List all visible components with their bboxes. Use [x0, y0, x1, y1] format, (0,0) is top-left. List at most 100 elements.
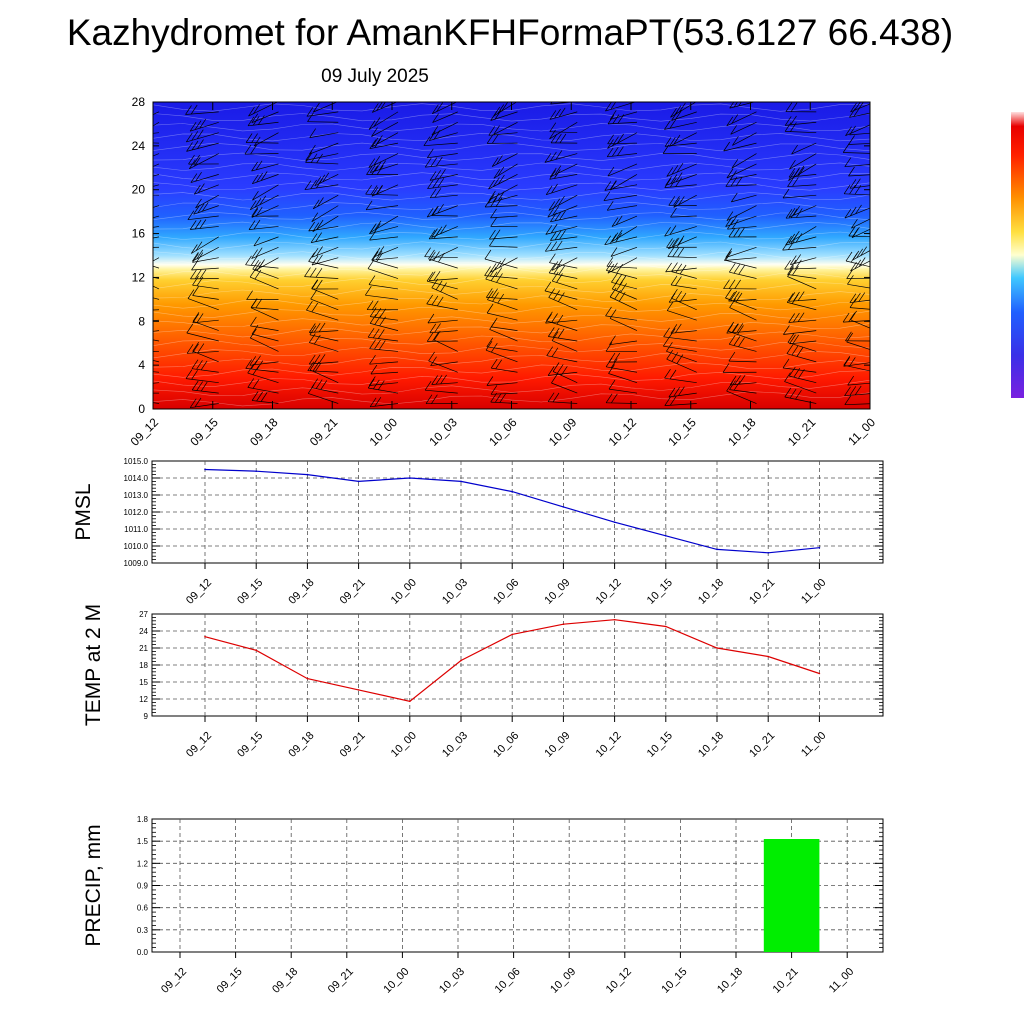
- wind-barb-flag: [372, 328, 380, 339]
- wind-barb-flag: [789, 388, 797, 399]
- wind-barb-flag: [551, 271, 559, 282]
- wind-barb-flag: [193, 154, 200, 165]
- y-tick-label: 0.0: [137, 948, 149, 957]
- wind-barb-shaft: [729, 102, 756, 109]
- heatmap-contour-line: [153, 162, 870, 171]
- series-point: [255, 470, 257, 473]
- wind-barb-flag: [424, 158, 432, 168]
- heatmap-contour-line: [153, 231, 870, 240]
- wind-barb-flag: [253, 104, 260, 114]
- wind-barb-flag: [793, 312, 800, 323]
- x-tick-label: 09_15: [215, 966, 245, 996]
- wind-barb-flag: [664, 369, 671, 379]
- wind-barb-flag: [552, 392, 560, 403]
- wind-barb-shaft: [431, 215, 458, 217]
- heatmap-y-tick-label: 24: [132, 139, 146, 153]
- wind-barb-flag: [251, 324, 259, 335]
- x-tick-label: 10_18: [715, 966, 745, 996]
- wind-barb-shaft: [251, 246, 279, 259]
- wind-barb-flag: [854, 292, 861, 303]
- x-tick-label: 10_03: [437, 966, 467, 996]
- wind-barb-flag: [664, 396, 672, 406]
- wind-barb-flag: [725, 251, 732, 261]
- wind-barb-flag: [675, 291, 682, 301]
- heatmap-x-tick-label: 11_00: [845, 415, 878, 448]
- wind-barb-flag: [189, 159, 196, 169]
- wind-barb-shaft: [486, 297, 518, 300]
- wind-barb-flag: [250, 256, 258, 266]
- wind-barb-flag: [132, 283, 138, 292]
- wind-barb-flag: [550, 151, 557, 162]
- wind-barb-flag: [664, 178, 672, 188]
- wind-barb-shaft: [431, 287, 458, 300]
- wind-barb-flag: [552, 206, 560, 216]
- wind-barb-flag: [191, 260, 198, 271]
- wind-barb-flag: [788, 292, 796, 302]
- wind-barb-shaft: [726, 390, 757, 404]
- wind-barb-flag: [733, 264, 741, 274]
- wind-barb-shaft: [726, 205, 757, 221]
- x-tick-label: 10_00: [389, 577, 419, 607]
- wind-barb-flag: [490, 197, 497, 207]
- wind-barb-shaft: [190, 403, 219, 409]
- wind-barb-shaft: [729, 389, 757, 394]
- wind-barb-shaft: [726, 163, 757, 179]
- wind-barb-shaft: [185, 111, 219, 115]
- wind-barb-flag: [738, 265, 745, 275]
- series-point: [204, 468, 206, 471]
- wind-barb-flag: [668, 293, 676, 303]
- wind-barb-shaft: [784, 267, 817, 270]
- wind-barb-flag: [369, 397, 377, 407]
- y-tick-label: 1.2: [137, 859, 149, 868]
- wind-barb-shaft: [305, 153, 339, 161]
- series-point: [665, 535, 667, 537]
- wind-barb-flag: [670, 324, 678, 334]
- heatmap-contour-line: [153, 379, 870, 397]
- wind-barb-flag: [372, 300, 379, 310]
- wind-barb-shaft: [369, 226, 399, 235]
- wind-barb-flag: [551, 347, 559, 357]
- wind-barb-shaft: [490, 401, 518, 404]
- wind-barb-shaft: [252, 174, 279, 185]
- wind-barb-shaft: [153, 319, 160, 322]
- wind-barb-flag: [191, 370, 198, 380]
- wind-barb-shaft: [610, 246, 638, 257]
- wind-barb-flag: [439, 169, 446, 179]
- wind-barb-flag: [372, 103, 379, 113]
- wind-barb-shaft: [153, 402, 160, 404]
- wind-barb-flag: [189, 220, 197, 230]
- wind-barb-flag: [611, 273, 618, 283]
- wind-barb-shaft: [365, 294, 399, 300]
- wind-barb-flag: [673, 196, 680, 206]
- wind-barb-flag: [432, 206, 439, 216]
- wind-barb-flag: [314, 362, 322, 373]
- wind-barb-flag: [730, 125, 737, 135]
- wind-barb-shaft: [489, 257, 518, 273]
- heatmap-contour-line: [153, 262, 870, 278]
- wind-barb-shaft: [188, 100, 219, 101]
- wind-barb-flag: [437, 178, 445, 188]
- wind-barb-shaft: [370, 371, 399, 375]
- wind-barb-flag: [790, 92, 796, 101]
- wind-barb-shaft: [428, 258, 458, 269]
- wind-barb-flag: [611, 358, 618, 368]
- wind-barb-flag: [724, 251, 731, 261]
- wind-barb-flag: [727, 321, 734, 332]
- wind-barb-flag: [675, 276, 682, 286]
- wind-barb-flag: [258, 115, 265, 125]
- wind-barb-flag: [558, 107, 566, 117]
- wind-barb-shaft: [431, 121, 458, 136]
- wind-barb-flag: [550, 241, 558, 251]
- wind-barb-flag: [678, 386, 685, 396]
- wind-barb-flag: [849, 357, 856, 367]
- wind-barb-flag: [795, 259, 802, 269]
- wind-barb-flag: [196, 249, 204, 259]
- wind-barb-shaft: [429, 174, 458, 181]
- wind-barb-flag: [604, 181, 612, 191]
- wind-barb-shaft: [550, 215, 578, 223]
- wind-barb-shaft: [194, 184, 219, 195]
- wind-barb-flag: [792, 266, 799, 276]
- wind-barb-shaft: [782, 367, 817, 373]
- wind-barb-flag: [255, 160, 263, 170]
- wind-barb-flag: [789, 259, 797, 270]
